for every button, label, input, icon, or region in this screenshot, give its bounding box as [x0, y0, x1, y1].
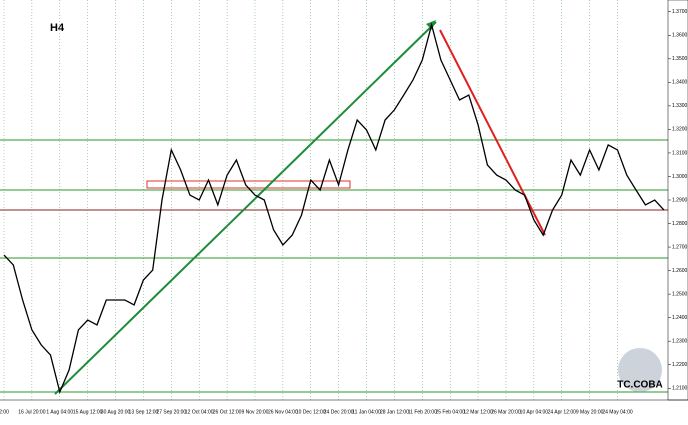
y-tick-label: 1.3300	[672, 103, 688, 109]
x-tick-label: 11 Feb 20:00	[408, 409, 437, 415]
y-tick-label: 1.3400	[672, 80, 688, 86]
x-tick-label: 26 Oct 12:00	[213, 409, 242, 415]
y-tick-label: 1.3600	[672, 33, 688, 39]
y-tick-label: 1.2200	[672, 362, 688, 368]
y-tick-label: 1.3500	[672, 56, 688, 62]
y-tick-label: 1.3000	[672, 174, 688, 180]
y-tick-label: 1.2600	[672, 268, 688, 274]
logo	[618, 348, 662, 392]
x-tick-label: 13 Sep 12:00	[129, 409, 159, 415]
x-tick-label: 27 Sep 20:00	[156, 409, 186, 415]
x-tick-label: 9 May 20:00	[576, 409, 604, 415]
x-tick-label: 24 Apr 12:00	[548, 409, 577, 415]
price-line	[3, 22, 665, 395]
x-tick-label: 15 Aug 12:00	[73, 409, 103, 415]
x-tick-label: 12 Oct 04:00	[185, 409, 214, 415]
watermark: TC.COBA	[617, 380, 663, 391]
x-tick-label: 10 Dec 12:00	[296, 409, 326, 415]
y-tick-label: 1.3200	[672, 127, 688, 133]
x-tick-label: 26 Nov 04:00	[268, 409, 298, 415]
x-tick-label: 2:00	[0, 409, 9, 415]
x-tick-label: 16 Jul 20:00	[18, 409, 45, 415]
chart-title: H4	[50, 22, 65, 34]
x-tick-label: 11 Jan 04:00	[352, 409, 381, 415]
x-tick-label: 9 Nov 20:00	[242, 409, 269, 415]
x-tick-label: 24 Dec 20:00	[324, 409, 354, 415]
x-tick-label: 1 Aug 04:00	[46, 409, 73, 415]
x-tick-label: 24 May 04:00	[602, 409, 633, 415]
y-tick-label: 1.3700	[672, 9, 688, 15]
y-tick-label: 1.2500	[672, 291, 688, 297]
x-tick-label: 28 Jan 12:00	[380, 409, 409, 415]
y-tick-label: 1.2800	[672, 221, 688, 227]
trend-line	[439, 29, 546, 236]
y-tick-label: 1.2900	[672, 197, 688, 203]
x-tick-label: 12 Mar 12:00	[463, 409, 493, 415]
y-tick-label: 1.2300	[672, 339, 688, 345]
y-tick-label: 1.2100	[672, 386, 688, 392]
trend-line	[54, 21, 437, 395]
x-tick-label: 26 Mar 20:00	[491, 409, 521, 415]
y-tick-label: 1.2700	[672, 244, 688, 250]
x-tick-label: 30 Aug 20:00	[101, 409, 131, 415]
x-tick-label: 25 Feb 04:00	[435, 409, 465, 415]
x-tick-label: 10 Apr 04:00	[520, 409, 549, 415]
y-tick-label: 1.2400	[672, 315, 688, 321]
y-tick-label: 1.3100	[672, 150, 688, 156]
